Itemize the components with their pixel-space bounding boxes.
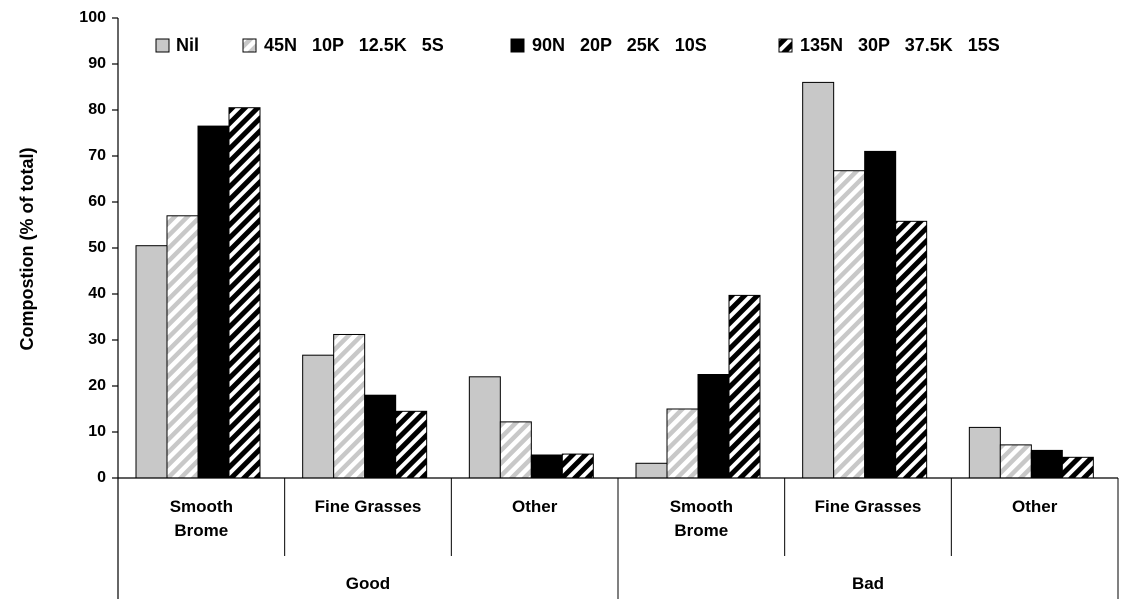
bar	[833, 170, 866, 479]
axes: 0 10 20 30 40 50 60 70 80 90 100	[79, 9, 1119, 599]
bar	[1030, 449, 1063, 479]
y-tick-label: 100	[79, 9, 106, 26]
category-label: Smooth Brome	[670, 497, 733, 540]
legend: Nil 45N 10P 12.5K 5S 90N 20P 25K 10S 135N 3…	[155, 35, 1000, 55]
y-tick-label: 50	[88, 239, 106, 256]
group-label: Bad	[852, 574, 884, 593]
y-axis-label: Compostion (% of total)	[17, 148, 37, 351]
y-tick-label: 70	[88, 147, 106, 164]
category-label: Other	[512, 497, 558, 516]
bar	[302, 354, 335, 479]
category-label: Other	[1012, 497, 1058, 516]
legend-label: 45N 10P 12.5K 5S	[264, 35, 444, 55]
bar	[468, 376, 501, 479]
category-labels: Smooth Brome Fine Grasses Other Smooth Brome F…	[170, 497, 1058, 593]
bar	[228, 107, 261, 479]
group-label: Good	[346, 574, 390, 593]
bar	[166, 215, 199, 479]
legend-label: 90N 20P 25K 10S	[532, 35, 707, 55]
legend-swatch	[510, 38, 525, 53]
legend-swatch	[242, 38, 257, 53]
bar	[999, 444, 1032, 479]
bar	[1061, 456, 1094, 479]
legend-swatch	[778, 38, 793, 53]
bar	[697, 374, 730, 479]
y-tick-label: 10	[88, 423, 106, 440]
bar	[333, 333, 366, 479]
bar	[666, 408, 699, 479]
category-label: Fine Grasses	[315, 497, 422, 516]
legend-label: 135N 30P 37.5K 15S	[800, 35, 1000, 55]
y-tick-label: 60	[88, 193, 106, 210]
bar	[864, 150, 897, 479]
bar	[561, 453, 594, 479]
y-tick-label: 20	[88, 377, 106, 394]
bar	[895, 220, 928, 479]
y-tick-label: 40	[88, 285, 106, 302]
bar	[135, 245, 168, 479]
bars	[135, 81, 1094, 479]
category-label: Fine Grasses	[815, 497, 922, 516]
y-tick-label: 30	[88, 331, 106, 348]
bar	[635, 462, 668, 479]
y-tick-label: 90	[88, 55, 106, 72]
bar	[968, 426, 1001, 479]
y-tick-label: 80	[88, 101, 106, 118]
bar	[364, 394, 397, 479]
legend-swatch	[155, 38, 170, 53]
bar	[499, 421, 532, 479]
bar	[197, 125, 230, 479]
category-label: Smooth Brome	[170, 497, 233, 540]
bar	[395, 410, 428, 479]
legend-label: Nil	[176, 35, 199, 55]
y-tick-label: 0	[97, 469, 106, 486]
bar	[530, 454, 563, 479]
bar	[728, 294, 761, 479]
bar	[802, 81, 835, 479]
